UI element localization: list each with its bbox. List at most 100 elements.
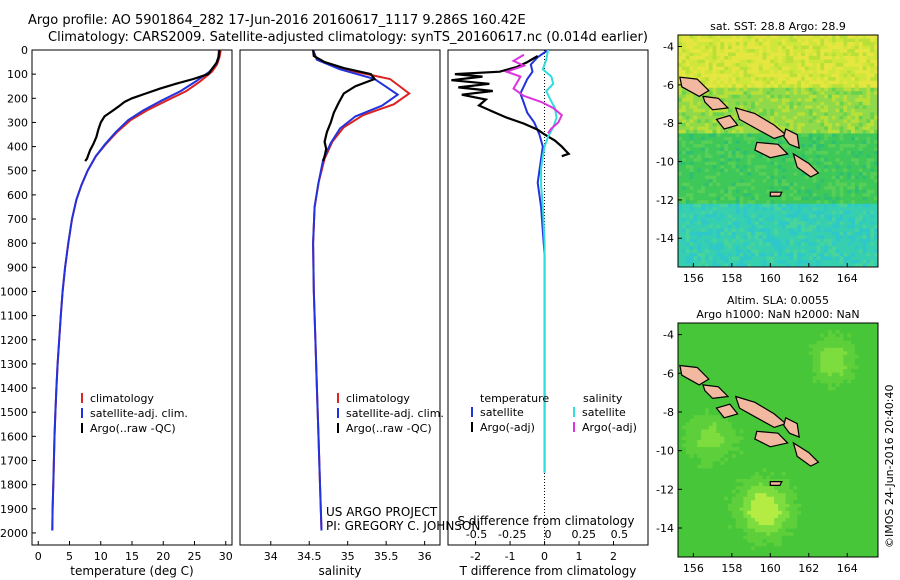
- map-cell: [712, 429, 718, 434]
- map-cell: [808, 56, 814, 61]
- map-cell: [716, 193, 721, 198]
- map-cell: [874, 56, 878, 61]
- map-cell: [858, 42, 864, 47]
- map-cell: [847, 168, 852, 173]
- map-cell: [808, 133, 814, 138]
- map-cell: [839, 94, 844, 99]
- map-cell: [781, 77, 787, 82]
- map-cell: [785, 151, 791, 156]
- map-cell: [678, 461, 683, 466]
- map-cell: [839, 73, 844, 78]
- map-cell: [843, 143, 848, 149]
- map-cell: [739, 98, 744, 103]
- map-cell: [866, 91, 871, 96]
- map-cell: [751, 383, 756, 388]
- map-cell: [735, 91, 741, 96]
- map-cell: [747, 87, 752, 92]
- map-cell: [751, 158, 756, 163]
- difference-panel: -2 -1 0 1 2-0.5 -0.25 0 0.25 0.5T difference fro…: [447, 49, 649, 578]
- map-cell: [735, 143, 741, 149]
- map-cell: [747, 553, 752, 557]
- map-cell: [685, 165, 691, 170]
- map-cell: [689, 330, 694, 335]
- map-cell: [720, 372, 725, 377]
- map-cell: [874, 59, 878, 64]
- map-cell: [693, 489, 698, 494]
- map-cell: [716, 347, 721, 352]
- map-cell: [751, 87, 756, 92]
- map-cell: [831, 256, 837, 261]
- map-cell: [704, 365, 710, 370]
- map-cell: [870, 56, 875, 61]
- map-cell: [754, 542, 760, 547]
- map-cell: [843, 122, 848, 127]
- map-cell: [828, 249, 833, 254]
- map-cell: [724, 333, 729, 338]
- map-cell: [735, 59, 741, 64]
- map-cell: [693, 151, 698, 156]
- map-cell: [762, 221, 768, 226]
- map-cell: [697, 422, 702, 427]
- map-cell: [770, 200, 775, 205]
- map-cell: [862, 245, 868, 251]
- map-cell: [739, 418, 744, 423]
- map-cell: [754, 179, 760, 184]
- map-cell: [824, 245, 829, 251]
- map-cell: [720, 56, 725, 61]
- map-cell: [697, 475, 702, 480]
- map-cell: [747, 38, 752, 43]
- map-cell: [735, 217, 741, 222]
- map-cell: [785, 143, 791, 149]
- map-cell: [793, 94, 798, 99]
- map-cell: [743, 542, 748, 547]
- map-cell: [828, 115, 833, 120]
- map-cell: [728, 528, 733, 533]
- map-cell: [685, 52, 691, 57]
- map-cell: [816, 98, 821, 103]
- map-cell: [678, 245, 683, 251]
- map-cell: [816, 252, 821, 258]
- map-cell: [816, 115, 821, 120]
- map-cell: [681, 479, 687, 484]
- map-cell: [824, 84, 829, 89]
- map-cell: [816, 182, 821, 187]
- map-cell: [704, 507, 710, 512]
- map-cell: [731, 365, 737, 370]
- map-cell: [793, 126, 798, 131]
- map-cell: [866, 235, 871, 240]
- map-cell: [685, 553, 691, 557]
- map-cell: [739, 122, 744, 127]
- map-cell: [862, 87, 868, 92]
- map-cell: [820, 249, 825, 254]
- map-cell: [751, 203, 756, 208]
- map-cell: [831, 158, 837, 163]
- map-cell: [747, 372, 752, 377]
- map-cell: [774, 119, 779, 124]
- map-cell: [851, 182, 856, 187]
- map-cell: [724, 63, 729, 68]
- map-cell: [801, 45, 806, 50]
- map-cell: [704, 161, 710, 166]
- map-cell: [716, 358, 721, 363]
- map-cell: [728, 471, 733, 477]
- map-cell: [843, 182, 848, 187]
- map-cell: [685, 252, 691, 258]
- map-cell: [716, 147, 721, 152]
- map-cell: [724, 49, 729, 54]
- map-cell: [739, 186, 744, 191]
- map-cell: [801, 200, 806, 205]
- map-cell: [743, 140, 748, 145]
- map-cell: [754, 365, 760, 370]
- map-cell: [751, 518, 756, 523]
- y-tick-label: -4: [663, 41, 674, 54]
- map-cell: [793, 66, 798, 71]
- map-cell: [712, 354, 718, 360]
- map-cell: [774, 84, 779, 89]
- map-cell: [847, 80, 852, 85]
- map-cell: [724, 66, 729, 71]
- map-cell: [693, 535, 698, 540]
- map-cell: [808, 217, 814, 222]
- map-cell: [697, 263, 702, 267]
- map-cell: [808, 154, 814, 159]
- map-cell: [728, 535, 733, 540]
